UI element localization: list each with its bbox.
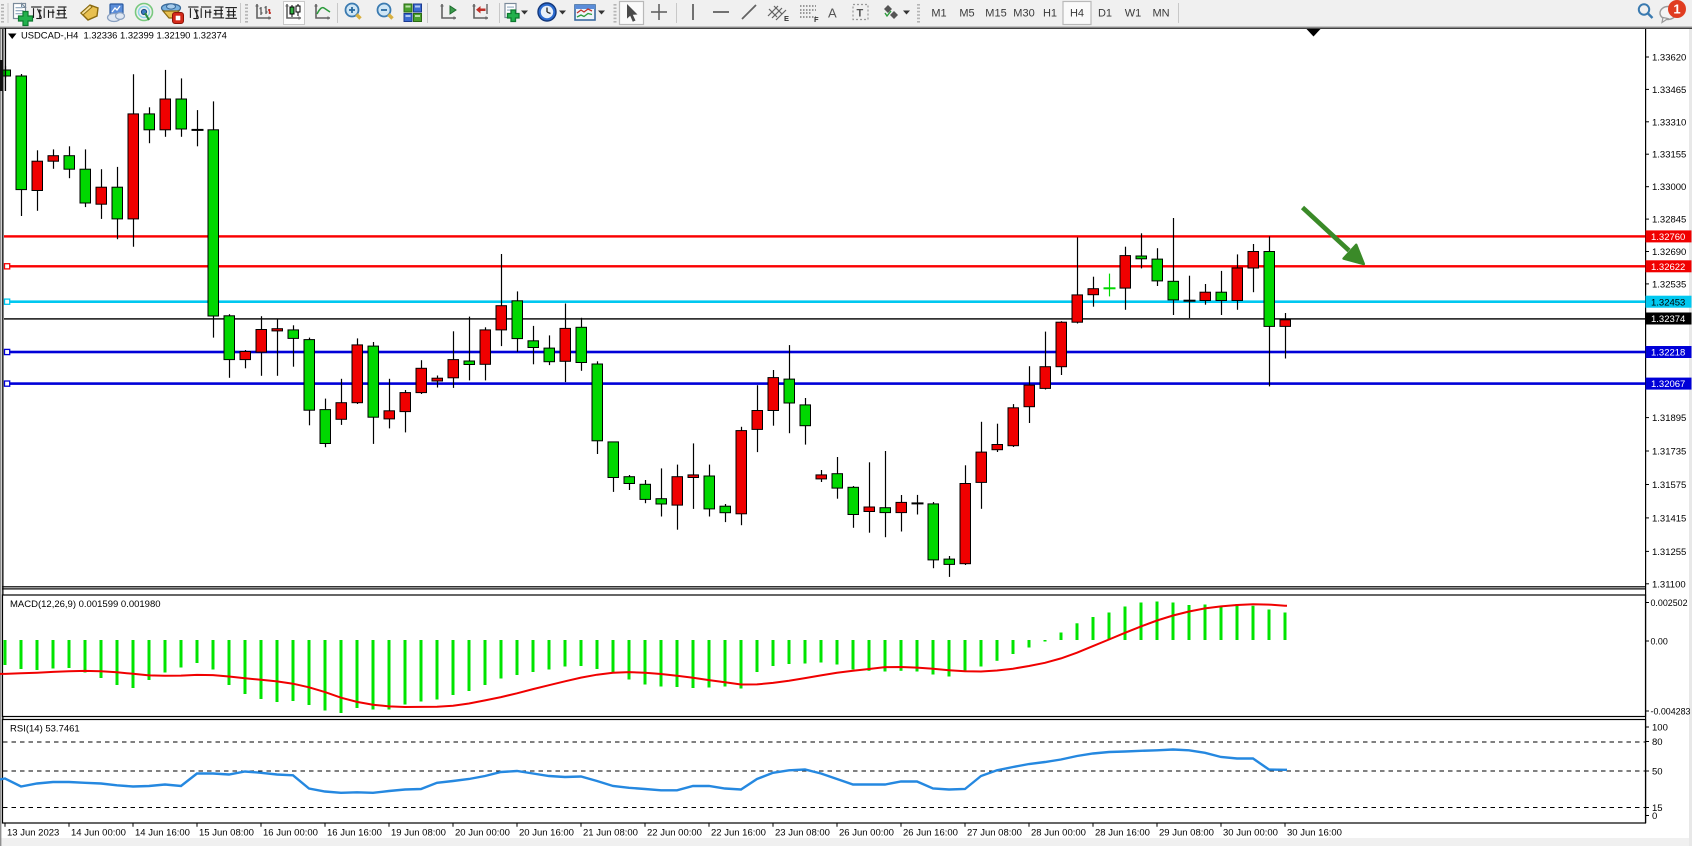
svg-text:1.33620: 1.33620	[1652, 53, 1686, 64]
svg-text:30 Jun 00:00: 30 Jun 00:00	[1223, 828, 1278, 839]
svg-text:RSI(14) 53.7461: RSI(14) 53.7461	[10, 724, 80, 735]
svg-text:1.33000: 1.33000	[1652, 182, 1686, 193]
svg-text:-0.004283: -0.004283	[1651, 706, 1691, 716]
svg-text:T: T	[857, 8, 864, 20]
svg-text:13 Jun 2023: 13 Jun 2023	[7, 828, 59, 839]
svg-text:F: F	[814, 15, 819, 24]
svg-text:23 Jun 08:00: 23 Jun 08:00	[775, 828, 830, 839]
svg-text:1.32453: 1.32453	[1651, 297, 1685, 308]
svg-text:1.32690: 1.32690	[1652, 247, 1686, 258]
svg-text:1.31735: 1.31735	[1652, 447, 1686, 458]
svg-text:1.31100: 1.31100	[1652, 579, 1686, 590]
svg-text:H1: H1	[1043, 8, 1057, 20]
svg-text:1.31895: 1.31895	[1652, 413, 1686, 424]
svg-text:15 Jun 08:00: 15 Jun 08:00	[199, 828, 254, 839]
svg-text:30 Jun 16:00: 30 Jun 16:00	[1287, 828, 1342, 839]
svg-text:0.002502: 0.002502	[1651, 598, 1688, 608]
svg-text:22 Jun 16:00: 22 Jun 16:00	[711, 828, 766, 839]
svg-text:19 Jun 08:00: 19 Jun 08:00	[391, 828, 446, 839]
svg-text:M1: M1	[931, 8, 946, 20]
svg-text:28 Jun 16:00: 28 Jun 16:00	[1095, 828, 1150, 839]
svg-text:21 Jun 08:00: 21 Jun 08:00	[583, 828, 638, 839]
svg-text:1.32067: 1.32067	[1651, 379, 1685, 390]
svg-text:1.32218: 1.32218	[1651, 348, 1685, 359]
svg-text:1.33465: 1.33465	[1652, 85, 1686, 96]
svg-text:15: 15	[1652, 803, 1663, 814]
svg-text:D1: D1	[1098, 8, 1112, 20]
svg-text:1.32760: 1.32760	[1651, 232, 1685, 243]
svg-text:29 Jun 08:00: 29 Jun 08:00	[1159, 828, 1214, 839]
svg-text:0: 0	[1652, 811, 1657, 822]
svg-text:0.00: 0.00	[1651, 636, 1668, 646]
svg-text:1: 1	[1673, 2, 1680, 17]
svg-text:80: 80	[1652, 737, 1663, 748]
svg-text:16 Jun 16:00: 16 Jun 16:00	[327, 828, 382, 839]
svg-text:1.32845: 1.32845	[1652, 215, 1686, 226]
svg-text:W1: W1	[1125, 8, 1142, 20]
svg-text:USDCAD-,H4 1.32336 1.32399 1.: USDCAD-,H4 1.32336 1.32399 1.32190 1.323…	[21, 29, 227, 40]
svg-text:1.33155: 1.33155	[1652, 150, 1686, 161]
svg-text:1.32622: 1.32622	[1651, 262, 1685, 273]
svg-text:26 Jun 00:00: 26 Jun 00:00	[839, 828, 894, 839]
svg-text:M15: M15	[985, 8, 1006, 20]
svg-text:1.31415: 1.31415	[1652, 513, 1686, 524]
svg-text:1.33310: 1.33310	[1652, 117, 1686, 128]
svg-text:16 Jun 00:00: 16 Jun 00:00	[263, 828, 318, 839]
svg-text:20 Jun 00:00: 20 Jun 00:00	[455, 828, 510, 839]
svg-text:A: A	[828, 6, 837, 21]
svg-text:26 Jun 16:00: 26 Jun 16:00	[903, 828, 958, 839]
svg-text:27 Jun 08:00: 27 Jun 08:00	[967, 828, 1022, 839]
svg-text:28 Jun 00:00: 28 Jun 00:00	[1031, 828, 1086, 839]
svg-text:1.31255: 1.31255	[1652, 547, 1686, 558]
svg-text:100: 100	[1652, 723, 1668, 734]
svg-text:MACD(12,26,9) 0.001599 0.00198: MACD(12,26,9) 0.001599 0.001980	[10, 599, 161, 610]
svg-text:20 Jun 16:00: 20 Jun 16:00	[519, 828, 574, 839]
svg-text:50: 50	[1652, 767, 1663, 778]
svg-text:14 Jun 16:00: 14 Jun 16:00	[135, 828, 190, 839]
svg-text:M5: M5	[959, 8, 974, 20]
svg-text:1.31575: 1.31575	[1652, 480, 1686, 491]
svg-text:1.32374: 1.32374	[1651, 314, 1685, 325]
svg-text:14 Jun 00:00: 14 Jun 00:00	[71, 828, 126, 839]
svg-text:MN: MN	[1152, 8, 1169, 20]
svg-text:E: E	[784, 14, 789, 23]
svg-text:1.32535: 1.32535	[1652, 279, 1686, 290]
svg-text:22 Jun 00:00: 22 Jun 00:00	[647, 828, 702, 839]
svg-text:M30: M30	[1013, 8, 1034, 20]
svg-text:H4: H4	[1070, 8, 1084, 20]
